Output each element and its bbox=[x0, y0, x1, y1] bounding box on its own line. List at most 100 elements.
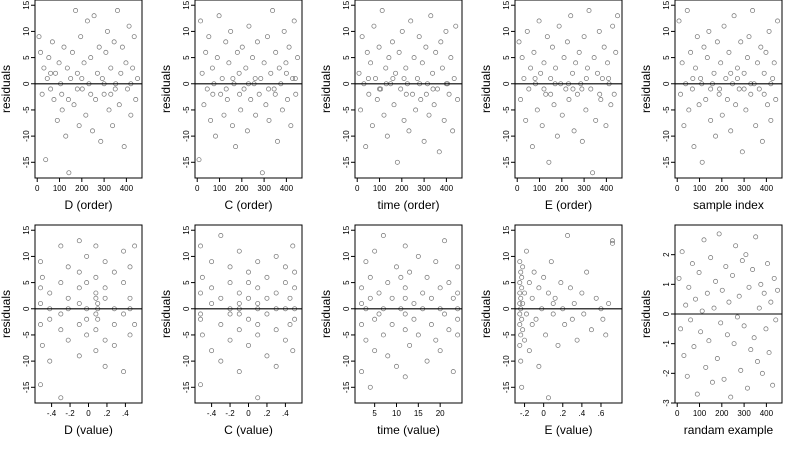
data-point bbox=[198, 311, 203, 317]
x-tick-label: -.2 bbox=[225, 409, 235, 418]
data-point bbox=[250, 55, 255, 61]
data-point bbox=[583, 107, 589, 113]
data-point bbox=[290, 243, 296, 249]
points bbox=[359, 233, 461, 390]
data-point bbox=[761, 70, 767, 76]
data-point bbox=[383, 65, 389, 71]
y-tick-label: 0 bbox=[502, 81, 511, 86]
data-point bbox=[536, 18, 542, 24]
data-point bbox=[209, 301, 215, 306]
data-point bbox=[678, 326, 684, 332]
y-tick-label: 10 bbox=[502, 251, 511, 260]
data-point bbox=[448, 55, 454, 61]
data-point bbox=[91, 13, 97, 19]
data-point bbox=[516, 39, 522, 45]
data-point bbox=[756, 86, 762, 92]
data-point bbox=[244, 128, 250, 134]
data-point bbox=[736, 86, 742, 92]
y-tick-label: 10 bbox=[342, 251, 351, 260]
data-point bbox=[255, 259, 261, 265]
data-point bbox=[58, 280, 64, 286]
data-point bbox=[364, 49, 370, 55]
data-point bbox=[98, 138, 104, 144]
data-point bbox=[121, 144, 127, 150]
data-point bbox=[36, 34, 42, 40]
data-point bbox=[414, 76, 420, 81]
data-point bbox=[436, 149, 442, 155]
data-point bbox=[771, 275, 777, 281]
data-point bbox=[548, 91, 554, 97]
data-point bbox=[209, 259, 215, 265]
y-tick-label: 1 bbox=[662, 282, 671, 287]
y-tick-label: -15 bbox=[502, 156, 511, 168]
data-point bbox=[608, 102, 614, 108]
data-point bbox=[686, 107, 692, 113]
data-point bbox=[610, 23, 616, 29]
y-tick-label: -10 bbox=[182, 355, 191, 367]
data-point bbox=[724, 332, 730, 338]
data-point bbox=[759, 370, 765, 376]
data-point bbox=[396, 49, 402, 55]
data-point bbox=[699, 159, 705, 165]
data-point bbox=[718, 320, 724, 326]
data-point bbox=[517, 322, 523, 327]
data-point bbox=[541, 86, 547, 92]
data-point bbox=[76, 353, 82, 359]
data-point bbox=[263, 102, 269, 108]
data-point bbox=[741, 323, 747, 329]
x-tick-label: 200 bbox=[75, 184, 89, 193]
data-point bbox=[571, 128, 577, 134]
x-tick-label: 300 bbox=[737, 409, 751, 418]
data-point bbox=[390, 39, 395, 45]
data-point bbox=[255, 285, 261, 291]
data-point bbox=[703, 364, 709, 370]
data-point bbox=[279, 107, 285, 113]
data-point bbox=[556, 23, 562, 29]
y-tick-label: 0 bbox=[502, 306, 511, 311]
y-tick-label: -10 bbox=[342, 130, 351, 142]
data-point bbox=[236, 70, 242, 76]
y-tick-label: -5 bbox=[342, 331, 351, 339]
data-point bbox=[238, 107, 244, 113]
points bbox=[36, 8, 140, 176]
data-point bbox=[376, 44, 382, 50]
data-point bbox=[59, 91, 65, 97]
data-point bbox=[372, 248, 378, 254]
y-tick-label: -15 bbox=[502, 381, 511, 393]
data-point bbox=[593, 295, 599, 301]
data-point bbox=[47, 316, 53, 322]
data-point bbox=[690, 76, 696, 81]
data-point bbox=[744, 55, 750, 61]
data-point bbox=[411, 55, 417, 61]
y-tick-label: 0 bbox=[342, 81, 351, 86]
data-point bbox=[84, 253, 90, 259]
x-tick-label: 15 bbox=[414, 409, 423, 418]
data-point bbox=[401, 76, 407, 81]
data-point bbox=[548, 259, 554, 265]
data-point bbox=[94, 70, 100, 76]
y-tick-label: 15 bbox=[342, 225, 351, 234]
data-point bbox=[561, 55, 567, 61]
data-point bbox=[739, 149, 745, 155]
data-point bbox=[209, 65, 215, 71]
data-point bbox=[128, 112, 134, 118]
data-point bbox=[108, 65, 114, 71]
data-point bbox=[696, 102, 702, 108]
data-point bbox=[255, 322, 261, 327]
data-point bbox=[199, 332, 205, 338]
data-point bbox=[199, 274, 205, 280]
x-tick-label: 300 bbox=[737, 184, 751, 193]
data-point bbox=[688, 317, 694, 323]
y-tick-label: 15 bbox=[22, 0, 31, 9]
data-point bbox=[708, 255, 714, 261]
data-point bbox=[241, 86, 247, 92]
x-tick-label: 0 bbox=[86, 409, 91, 418]
data-point bbox=[595, 70, 600, 76]
panel-7: -.4 -.2 0 .2 .4 -15 -10 -5 0 5 10 15 C (value) residu… bbox=[159, 224, 303, 437]
data-point bbox=[701, 44, 707, 50]
data-point bbox=[285, 97, 290, 102]
y-tick-label: -15 bbox=[182, 156, 191, 168]
data-point bbox=[198, 18, 204, 24]
data-point bbox=[698, 76, 704, 81]
data-point bbox=[218, 295, 224, 301]
